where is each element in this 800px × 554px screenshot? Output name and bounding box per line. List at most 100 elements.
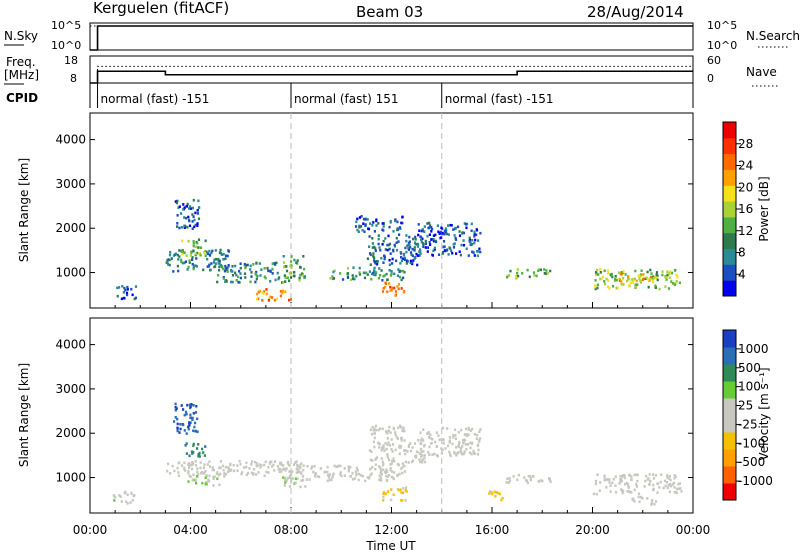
data-cell: [185, 254, 188, 257]
data-cell: [349, 278, 353, 282]
data-cell: [478, 430, 481, 434]
data-cell: [393, 460, 396, 463]
data-cell: [423, 444, 426, 448]
freq-label-line2: [MHz]: [4, 68, 39, 82]
data-cell: [289, 260, 293, 263]
data-cell: [414, 235, 417, 239]
data-cell: [192, 404, 195, 407]
data-cell: [389, 468, 392, 472]
data-cell: [331, 476, 334, 479]
data-cell: [434, 233, 437, 237]
data-cell: [464, 433, 467, 436]
data-cell: [417, 233, 420, 237]
data-cell: [648, 483, 651, 486]
data-cell: [406, 259, 409, 263]
station-title: Kerguelen (fitACF): [93, 0, 229, 17]
data-cell: [369, 474, 372, 477]
data-cell: [435, 240, 438, 244]
data-cell: [645, 276, 648, 280]
data-cell: [609, 484, 612, 487]
data-cell: [596, 268, 599, 272]
data-cell: [301, 475, 305, 478]
data-cell: [298, 470, 301, 474]
data-cell: [628, 473, 631, 477]
data-cell: [225, 280, 228, 283]
data-cell: [355, 472, 358, 476]
data-cell: [633, 473, 636, 477]
data-cell: [284, 469, 287, 472]
data-cell: [188, 259, 191, 262]
data-cell: [288, 298, 291, 302]
data-cell: [212, 484, 215, 487]
data-cell: [119, 495, 122, 498]
data-cell: [639, 274, 642, 278]
data-cell: [467, 254, 470, 257]
data-cell: [176, 222, 179, 225]
data-cell: [389, 285, 392, 289]
data-cell: [374, 428, 378, 432]
data-cell: [263, 267, 266, 270]
data-cell: [253, 460, 257, 464]
data-cell: [271, 262, 274, 265]
data-cell: [238, 269, 241, 273]
data-cell: [319, 467, 322, 470]
data-cell: [193, 225, 196, 229]
data-cell: [177, 269, 180, 273]
data-cell: [637, 274, 640, 277]
data-cell: [377, 276, 380, 280]
data-cell: [245, 473, 248, 477]
data-cell: [407, 241, 410, 245]
data-cell: [526, 268, 529, 272]
data-cell: [678, 482, 681, 485]
data-cell: [250, 275, 253, 278]
data-cell: [196, 430, 199, 434]
data-cell: [218, 259, 221, 263]
data-cell: [188, 421, 191, 424]
data-cell: [203, 472, 206, 475]
data-cell: [223, 472, 226, 475]
data-cell: [357, 230, 360, 233]
data-cell: [116, 294, 119, 298]
data-cell: [396, 473, 399, 477]
data-cell: [649, 268, 652, 272]
data-cell: [635, 485, 638, 488]
data-cell: [134, 296, 137, 300]
data-cell: [664, 285, 667, 288]
data-cell: [298, 279, 301, 282]
data-cell: [390, 498, 393, 502]
data-cell: [254, 280, 257, 284]
data-cell: [440, 226, 443, 230]
data-cell: [291, 470, 294, 473]
data-cell: [216, 280, 219, 284]
colorbar-tick-label-7: -1000: [738, 474, 773, 488]
data-cell: [176, 225, 179, 228]
data-cell: [411, 446, 414, 449]
data-cell: [349, 475, 353, 478]
data-cell: [599, 481, 602, 484]
data-cell: [194, 411, 198, 414]
data-cell: [506, 275, 509, 279]
data-cell: [263, 290, 266, 293]
data-cell: [179, 427, 182, 431]
data-cell: [412, 259, 415, 262]
data-cell: [173, 420, 176, 423]
data-cell: [411, 254, 414, 258]
data-cell: [264, 276, 267, 280]
data-cell: [239, 266, 242, 270]
data-cell: [217, 262, 220, 265]
data-cell: [278, 276, 281, 279]
data-cell: [302, 478, 305, 482]
data-cell: [195, 257, 198, 260]
data-cell: [403, 449, 406, 452]
data-cell: [284, 290, 287, 294]
data-cell: [281, 468, 284, 471]
data-cell: [283, 467, 286, 471]
data-cell: [365, 271, 368, 275]
ytick-label-3: 4000: [55, 338, 86, 352]
data-cell: [180, 464, 184, 467]
data-cell: [456, 451, 459, 455]
data-cell: [194, 245, 198, 249]
data-cell: [356, 217, 359, 221]
data-cell: [300, 479, 303, 482]
data-cell: [363, 276, 367, 280]
